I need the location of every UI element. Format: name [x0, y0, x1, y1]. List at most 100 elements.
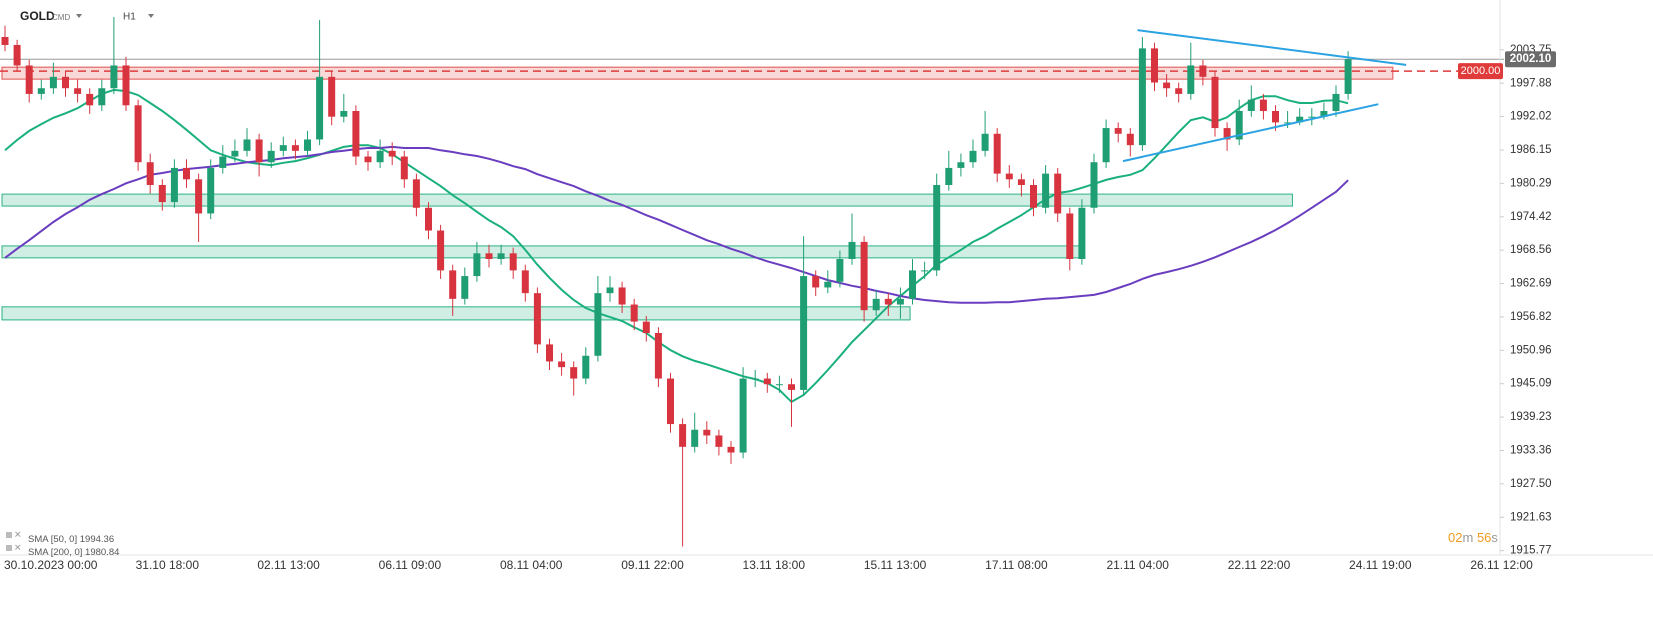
y-tick-label: 1921.63: [1510, 511, 1552, 523]
y-tick-label: 1939.23: [1510, 411, 1552, 423]
candle-body: [425, 207, 432, 231]
price-level-tag: [1458, 63, 1503, 80]
candle-body: [352, 111, 360, 157]
candle-body: [1102, 128, 1110, 163]
candle-body: [1078, 207, 1086, 259]
candle-body: [546, 344, 553, 362]
countdown-seconds: 56: [1477, 530, 1491, 545]
dropdown-arrow[interactable]: [148, 14, 154, 18]
candle-body: [1308, 116, 1316, 118]
candle-body: [896, 298, 904, 305]
candle-body: [146, 162, 154, 185]
candle-body: [1320, 111, 1328, 117]
candle-body: [1163, 82, 1171, 89]
legend-value: 1994.36: [80, 534, 114, 545]
candle-body: [1235, 111, 1243, 140]
legend-icon[interactable]: [6, 545, 12, 551]
candle-body: [1284, 122, 1292, 124]
y-tick-label: 1945.09: [1510, 378, 1552, 390]
plot-area: [0, 17, 1504, 547]
y-tick-label: 1968.56: [1510, 244, 1552, 256]
candle-body: [1223, 128, 1231, 140]
candle-body: [1066, 213, 1074, 259]
current-price-label: 2002.10: [1510, 53, 1552, 65]
candle-body: [279, 145, 287, 151]
candle-body: [836, 259, 844, 282]
candle-body: [473, 253, 481, 277]
candle-body: [183, 167, 190, 180]
candle-body: [570, 367, 578, 379]
candle-body: [945, 167, 953, 185]
candle-body: [170, 167, 178, 203]
y-tick-label: 1915.77: [1510, 545, 1552, 557]
y-tick-label: 1962.69: [1510, 278, 1552, 290]
candle-body: [376, 150, 384, 163]
candle-body: [388, 150, 396, 157]
candle-body: [304, 139, 311, 151]
candle-body: [62, 76, 69, 89]
y-tick-label: 1992.02: [1510, 111, 1552, 123]
candle-body: [328, 76, 336, 117]
current-price-tag: [1505, 51, 1556, 68]
legend-name: SMA [200, 0]: [28, 547, 82, 558]
candle-body: [667, 378, 674, 425]
candle-body: [110, 65, 118, 89]
candle-body: [49, 76, 57, 89]
candle-body: [884, 298, 892, 305]
candle-body: [630, 304, 638, 322]
candle-body: [872, 298, 880, 311]
candle-body: [775, 384, 783, 386]
candle-body: [715, 435, 723, 447]
x-tick-label: 02.11 13:00: [257, 558, 320, 572]
candle-body: [739, 378, 747, 453]
x-tick-label: 31.10 18:00: [136, 558, 200, 572]
x-tick-label: 30.10.2023 00:00: [4, 558, 98, 572]
candle-body: [1332, 93, 1340, 111]
candle-body: [594, 293, 602, 356]
candle-body: [679, 424, 687, 447]
candle-body: [1247, 99, 1255, 111]
candle-body: [788, 384, 795, 390]
dropdown-arrow[interactable]: [76, 14, 82, 18]
legend-close[interactable]: ✕: [14, 529, 22, 539]
candle-body: [812, 276, 820, 288]
candle-body: [243, 139, 251, 151]
candle-body: [1211, 76, 1219, 129]
legend-icon[interactable]: [6, 532, 12, 538]
candle-body: [98, 88, 106, 106]
candle-body: [957, 162, 965, 168]
legend-close[interactable]: ✕: [14, 542, 22, 552]
candle-body: [340, 111, 348, 117]
candle-body: [267, 150, 275, 163]
candle-body: [763, 378, 771, 385]
candle-body: [291, 145, 299, 151]
candle-body: [25, 65, 33, 94]
candle-body: [1259, 99, 1267, 111]
x-tick-label: 22.11 22:00: [1228, 558, 1291, 572]
candle-body: [800, 276, 808, 390]
candle-body: [848, 241, 856, 259]
candle-body: [981, 133, 989, 151]
zone: [1, 245, 1080, 259]
y-tick-label: 1986.15: [1510, 144, 1552, 156]
y-tick-label: 1974.42: [1510, 211, 1552, 223]
candle-body: [933, 185, 941, 271]
candle-body: [1187, 65, 1195, 94]
candle-body: [255, 139, 263, 163]
candle-body: [231, 150, 239, 157]
legend: ✕ SMA [50, 0] 1994.36 ✕ SMA [200, 0] 198…: [6, 529, 119, 558]
candle-body: [1005, 173, 1013, 180]
candle-body: [1175, 88, 1183, 94]
candle-body: [449, 270, 457, 299]
candle-body: [727, 446, 735, 453]
countdown-unit: s: [1491, 530, 1498, 545]
candle-body: [134, 105, 142, 163]
candle-body: [86, 93, 94, 106]
timeframe[interactable]: H1: [123, 12, 136, 23]
candle-body: [316, 76, 324, 140]
candle-body: [37, 88, 45, 94]
zone: [1, 66, 1394, 80]
candle-body: [1151, 48, 1158, 83]
candle-body: [1126, 133, 1134, 146]
